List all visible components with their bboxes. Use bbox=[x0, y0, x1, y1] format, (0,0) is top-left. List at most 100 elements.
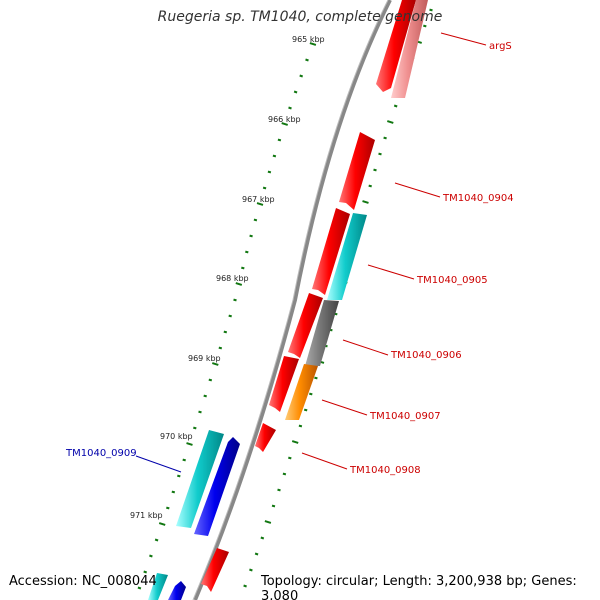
label-leaders bbox=[135, 32, 487, 473]
minor-tick bbox=[241, 266, 245, 270]
minor-tick bbox=[267, 170, 272, 174]
major-tick bbox=[264, 520, 272, 524]
genome-backbone bbox=[193, 0, 392, 600]
minor-tick bbox=[314, 376, 318, 380]
leader-line-TM1040-0909 bbox=[135, 455, 182, 473]
minor-tick bbox=[429, 8, 433, 12]
accession-text: Accession: NC_008044 bbox=[9, 574, 157, 589]
minor-tick bbox=[198, 410, 202, 414]
gene-label-argS[interactable]: argS bbox=[489, 41, 512, 52]
minor-tick bbox=[378, 152, 382, 156]
minor-tick bbox=[193, 426, 197, 430]
gene-feature-TM1040-0906-red[interactable] bbox=[288, 293, 323, 358]
gene-label-TM1040-0906[interactable]: TM1040_0906 bbox=[390, 350, 462, 361]
minor-tick bbox=[288, 106, 292, 110]
gene-feature-TM1040-0906-gray[interactable] bbox=[305, 300, 339, 366]
major-tick bbox=[309, 42, 317, 46]
gene-feature-TM1040-0908[interactable] bbox=[255, 423, 276, 452]
major-tick bbox=[281, 122, 288, 126]
minor-tick bbox=[383, 136, 387, 140]
minor-tick bbox=[137, 586, 142, 590]
minor-tick bbox=[277, 488, 281, 492]
minor-tick bbox=[288, 456, 292, 460]
minor-tick bbox=[423, 24, 427, 28]
inner-scale-ticks bbox=[137, 42, 317, 590]
gene-label-TM1040-0907[interactable]: TM1040_0907 bbox=[369, 411, 441, 422]
minor-tick bbox=[253, 218, 258, 222]
minor-tick bbox=[272, 154, 277, 158]
minor-tick bbox=[262, 186, 267, 190]
gene-feature-TM1040-0904[interactable] bbox=[339, 132, 375, 210]
minor-tick bbox=[228, 314, 232, 318]
tick-label: 971 kbp bbox=[130, 511, 163, 520]
major-tick bbox=[291, 440, 299, 444]
gene-features bbox=[148, 0, 428, 600]
genome-backbone-highlight bbox=[192, 0, 389, 600]
leader-line-TM1040-0904 bbox=[394, 182, 441, 198]
map-title: Ruegeria sp. TM1040, complete genome bbox=[157, 9, 443, 25]
minor-tick bbox=[245, 250, 249, 254]
genome-summary-text: Topology: circular; Length: 3,200,938 bp… bbox=[261, 574, 577, 600]
minor-tick bbox=[299, 74, 304, 78]
minor-tick bbox=[233, 298, 237, 302]
tick-label: 969 kbp bbox=[188, 354, 221, 363]
minor-tick bbox=[282, 472, 287, 476]
gene-feature-pink[interactable] bbox=[391, 0, 428, 98]
minor-tick bbox=[149, 554, 153, 558]
minor-tick bbox=[368, 184, 372, 188]
gene-label-TM1040-0905[interactable]: TM1040_0905 bbox=[416, 275, 488, 286]
minor-tick bbox=[305, 58, 309, 62]
gene-label-TM1040-0904[interactable]: TM1040_0904 bbox=[442, 193, 514, 204]
minor-tick bbox=[203, 394, 207, 398]
major-tick bbox=[387, 120, 394, 124]
minor-tick bbox=[309, 392, 313, 396]
leader-line-TM1040-0905 bbox=[367, 264, 415, 280]
gene-feature-bottom-cyan[interactable] bbox=[148, 573, 168, 600]
gene-feature-TM1040-0907-orange[interactable] bbox=[285, 364, 318, 420]
gene-labels: argS TM1040_0904 TM1040_0905 TM1040_0906… bbox=[65, 41, 514, 476]
tick-label: 970 kbp bbox=[160, 432, 193, 441]
gene-feature-bottom-blue[interactable] bbox=[168, 581, 186, 600]
minor-tick bbox=[271, 504, 276, 508]
gene-feature-TM1040-0907-red[interactable] bbox=[269, 356, 299, 412]
minor-tick bbox=[143, 570, 148, 574]
major-tick bbox=[256, 202, 264, 206]
minor-tick bbox=[249, 234, 253, 238]
leader-line-TM1040-0906 bbox=[342, 339, 389, 356]
gene-feature-TM1040-0909-blue[interactable] bbox=[194, 437, 240, 536]
minor-tick bbox=[277, 138, 282, 142]
minor-tick bbox=[393, 104, 398, 108]
major-tick bbox=[158, 522, 166, 526]
minor-tick bbox=[254, 552, 259, 556]
minor-tick bbox=[208, 378, 213, 382]
minor-tick bbox=[166, 506, 170, 510]
gene-label-TM1040-0909[interactable]: TM1040_0909 bbox=[65, 448, 137, 459]
minor-tick bbox=[303, 408, 308, 412]
minor-tick bbox=[182, 458, 186, 462]
tick-labels: 965 kbp 966 kbp 967 kbp 968 kbp 969 kbp … bbox=[130, 35, 325, 520]
gene-feature-TM1040-0905-red[interactable] bbox=[312, 208, 350, 295]
minor-tick bbox=[243, 584, 247, 588]
minor-tick bbox=[223, 330, 228, 334]
gene-feature-argS[interactable] bbox=[376, 0, 416, 92]
major-tick bbox=[362, 200, 369, 204]
gene-feature-TM1040-0909-cyan[interactable] bbox=[176, 430, 224, 528]
gene-label-TM1040-0908[interactable]: TM1040_0908 bbox=[349, 465, 421, 476]
tick-label: 966 kbp bbox=[268, 115, 301, 124]
major-tick bbox=[235, 282, 243, 286]
leader-line-TM1040-0907 bbox=[321, 399, 368, 416]
tick-label: 968 kbp bbox=[216, 274, 249, 283]
major-tick bbox=[212, 362, 219, 366]
major-tick bbox=[186, 442, 193, 446]
minor-tick bbox=[218, 346, 223, 350]
leader-line-TM1040-0908 bbox=[301, 452, 348, 470]
gene-feature-bottom-red[interactable] bbox=[201, 548, 229, 592]
minor-tick bbox=[177, 474, 181, 478]
gene-feature-TM1040-0905-cyan[interactable] bbox=[327, 213, 367, 300]
minor-tick bbox=[293, 90, 298, 94]
minor-tick bbox=[171, 490, 176, 494]
minor-tick bbox=[298, 424, 303, 428]
leader-line-argS bbox=[440, 32, 487, 46]
tick-label: 967 kbp bbox=[242, 195, 275, 204]
